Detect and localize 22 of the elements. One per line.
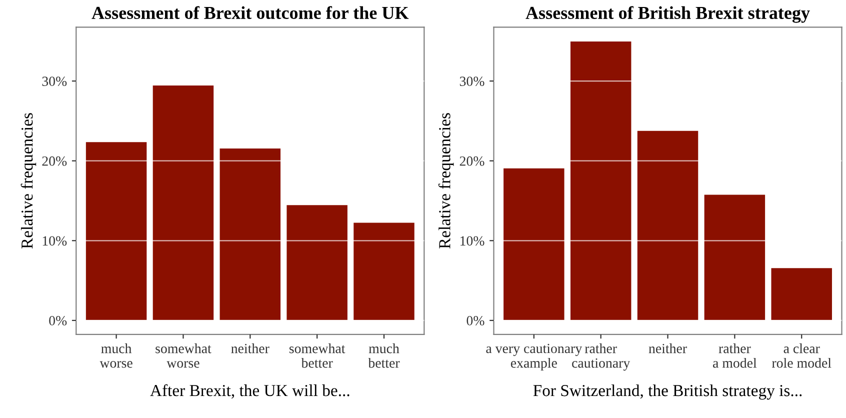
x-axis-title: For Switzerland, the British strategy is...	[533, 384, 802, 400]
x-tick-label: somewhat better	[289, 343, 346, 368]
y-tick-label: 20%	[460, 156, 484, 166]
y-tick-label: 10%	[460, 236, 484, 246]
y-tick-label: 30%	[42, 76, 67, 86]
y-axis-title: Relative frequencies	[20, 113, 36, 249]
chart-title: Assessment of Brexit outcome for the UK	[92, 6, 409, 20]
y-tick-label: 30%	[460, 76, 484, 86]
x-axis-title: After Brexit, the UK will be...	[150, 384, 350, 399]
chart-title: Assessment of British Brexit strategy	[526, 6, 810, 23]
y-tick-label: 0%	[49, 316, 67, 326]
x-tick-label: neither	[648, 343, 687, 354]
x-tick-label: a clear role model	[772, 343, 832, 368]
y-axis-title: Relative frequencies	[438, 113, 454, 249]
y-tick-label: 10%	[42, 236, 67, 246]
y-tick-label: 20%	[42, 156, 67, 166]
x-tick-label: much better	[368, 343, 400, 368]
x-tick-label: rather a model	[713, 343, 757, 368]
x-tick-label: somewhat worse	[156, 343, 212, 368]
x-tick-label: neither	[231, 343, 270, 354]
x-tick-label: much worse	[100, 343, 132, 368]
y-tick-label: 0%	[466, 316, 484, 326]
